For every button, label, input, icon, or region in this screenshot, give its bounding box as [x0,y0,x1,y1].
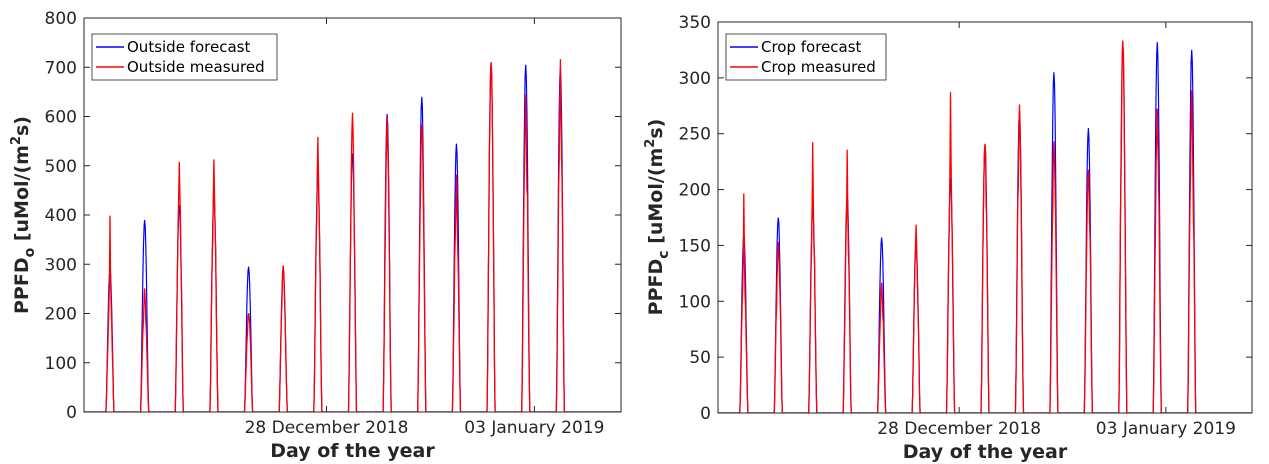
x-tick-label: 28 December 2018 [877,419,1041,439]
y-tick-label: 400 [45,206,77,226]
y-tick-label: 0 [700,404,711,424]
chart-panel-1: 0 100 200 300 400 500 600 700 800 28 December 201… [9,9,622,462]
y-tick-label: 500 [45,157,77,177]
x-axis-label: Day of the year [903,441,1068,463]
series-line-forecast [718,42,1252,413]
legend-box [91,33,278,81]
legend-entry: Crop forecast [761,38,862,56]
series-line-measured [84,59,621,412]
y-tick-label: 800 [45,9,77,29]
series-lines [84,59,621,412]
chart-panel-2: 0 50 100 150 200 250 300 350 28 December 2018 03 … [643,13,1253,463]
y-tick-label: 200 [45,305,77,325]
x-tick-label: 03 January 2019 [1096,419,1236,439]
y-axis-label: PPFDo [uMol/(m2s) [9,116,38,314]
y-tick-label: 250 [679,125,711,145]
y-tick-label: 150 [679,236,711,256]
plot-frame [717,21,1253,414]
legend-box [725,33,887,81]
x-axis-label: Day of the year [270,440,435,462]
x-tick-label: 03 January 2019 [464,418,604,438]
legend: Crop forecast Crop measured [725,33,887,81]
y-tick-label: 700 [45,58,77,78]
y-tick-label: 100 [679,292,711,312]
y-tick-label: 300 [679,69,711,89]
legend-entry: Outside forecast [127,38,250,56]
y-axis-label: PPFDc [uMol/(m2s) [643,119,672,316]
legend-entry: Crop measured [761,58,876,76]
y-tick-label: 350 [679,13,711,33]
y-tick-label: 200 [679,181,711,201]
legend-entry: Outside measured [127,58,265,76]
y-tick-label: 50 [689,348,711,368]
y-tick-label: 100 [45,354,77,374]
y-tick-label: 600 [45,108,77,128]
legend: Outside forecast Outside measured [91,33,278,81]
y-tick-label: 300 [45,255,77,275]
x-tick-label: 28 December 2018 [245,418,409,438]
series-line-measured [718,40,1252,413]
y-tick-label: 0 [66,403,77,423]
series-lines [718,40,1252,413]
